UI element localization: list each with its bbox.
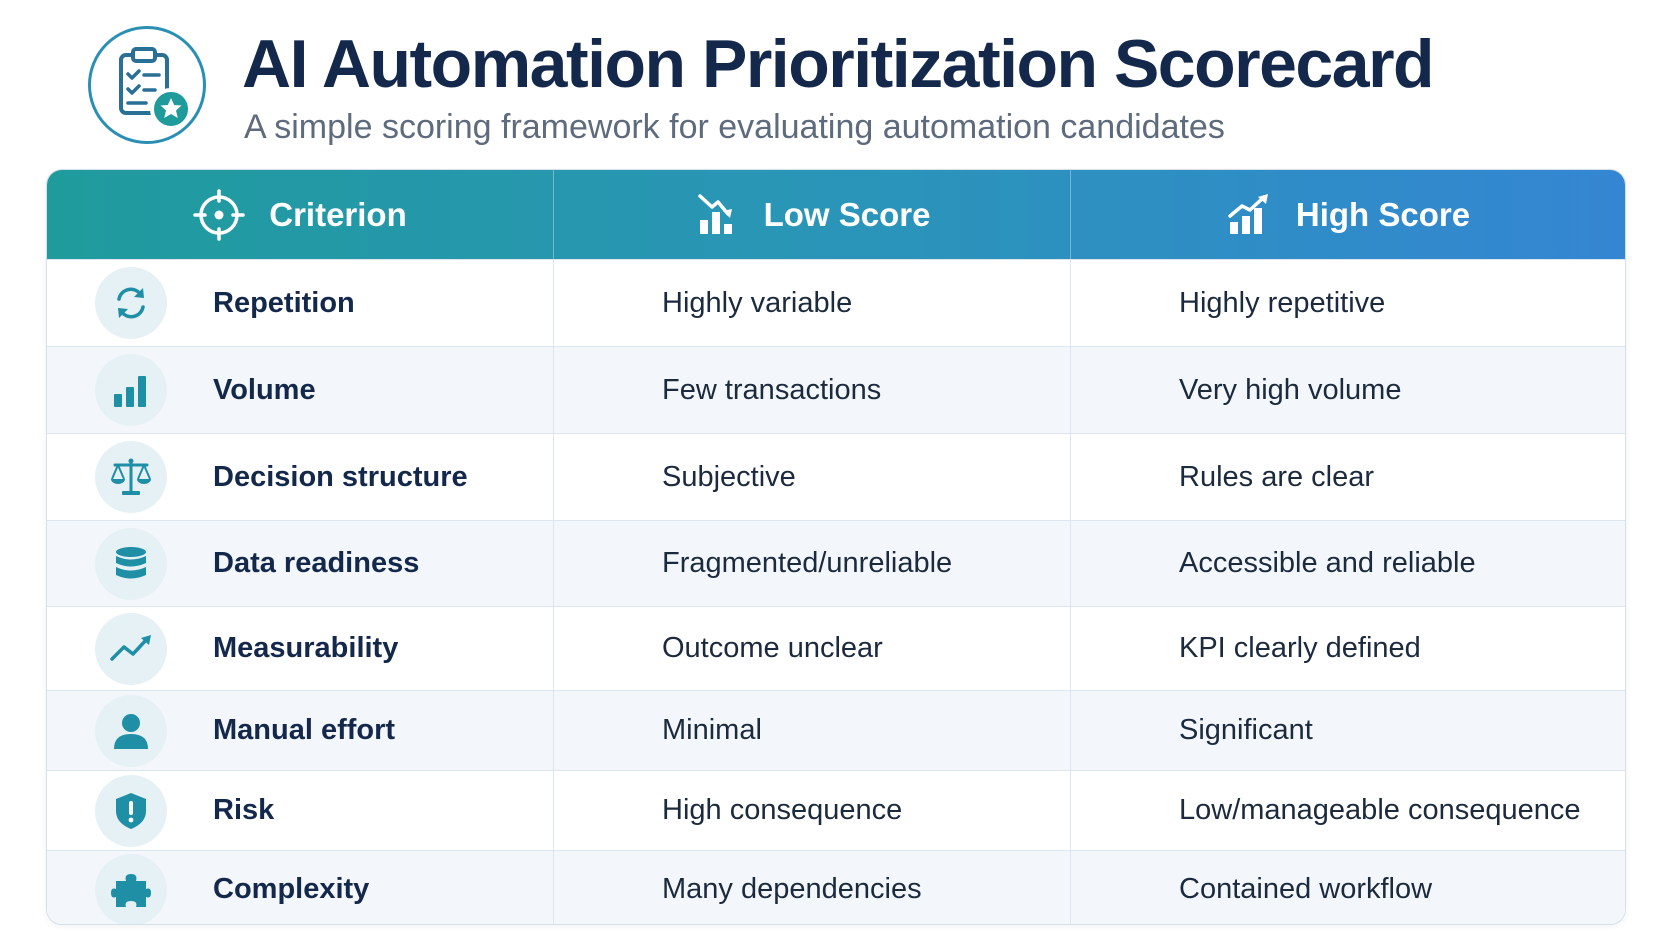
shield-alert-icon [95,774,167,847]
criterion-cell: Complexity [47,851,553,924]
person-icon [95,694,167,767]
table-row: Data readiness Fragmented/unreliable Acc… [47,520,1625,606]
table-row: Decision structure Subjective Rules are … [47,433,1625,520]
criterion-label: Repetition [213,286,355,319]
low-score-cell: Highly variable [553,260,1070,346]
target-icon [193,188,245,241]
column-header-low-score: Low Score [553,170,1070,259]
criterion-label: Risk [213,794,275,826]
page-title: AI Automation Prioritization Scorecard [242,26,1435,102]
high-score-cell: Rules are clear [1070,434,1625,520]
table-row: Repetition Highly variable Highly repeti… [47,259,1625,346]
column-header-high-score: High Score [1070,170,1625,259]
criterion-label: Decision structure [213,460,468,493]
table-row: Measurability Outcome unclear KPI clearl… [47,606,1625,690]
table-row: Risk High consequence Low/manageable con… [47,770,1625,850]
low-score-cell: Many dependencies [553,851,1070,924]
refresh-icon [95,267,167,339]
clipboard-star-icon [88,26,206,144]
criterion-cell: Decision structure [47,434,553,520]
high-score-cell: Low/manageable consequence [1070,771,1625,850]
scale-icon [95,441,167,513]
criterion-cell: Volume [47,347,553,433]
criterion-cell: Manual effort [47,691,553,770]
criterion-cell: Data readiness [47,521,553,606]
bar-chart-icon [95,354,167,426]
low-score-cell: Fragmented/unreliable [553,521,1070,606]
trend-up-icon [95,612,167,685]
criterion-label: Complexity [213,873,370,905]
high-score-cell: Contained workflow [1070,851,1625,924]
low-score-cell: Subjective [553,434,1070,520]
chart-down-icon [694,192,740,238]
low-score-cell: High consequence [553,771,1070,850]
criterion-cell: Repetition [47,260,553,346]
table-header-row: Criterion Low Score [47,170,1625,259]
criterion-label: Manual effort [213,714,396,746]
criterion-label: Volume [213,373,316,406]
high-score-cell: Very high volume [1070,347,1625,433]
criterion-label: Measurability [213,632,399,664]
puzzle-icon [95,853,167,924]
page-subtitle: A simple scoring framework for evaluatin… [244,108,1225,146]
chart-up-icon [1226,192,1272,238]
scorecard-table: Criterion Low Score [46,169,1626,925]
table-row: Manual effort Minimal Significant [47,690,1625,770]
low-score-cell: Outcome unclear [553,607,1070,690]
high-score-cell: Highly repetitive [1070,260,1625,346]
high-score-cell: Significant [1070,691,1625,770]
column-header-label: Criterion [269,195,407,233]
criterion-cell: Measurability [47,607,553,690]
high-score-cell: Accessible and reliable [1070,521,1625,606]
column-header-label: Low Score [763,195,931,233]
low-score-cell: Few transactions [553,347,1070,433]
low-score-cell: Minimal [553,691,1070,770]
column-header-criterion: Criterion [47,170,553,259]
high-score-cell: KPI clearly defined [1070,607,1625,690]
criterion-label: Data readiness [213,547,420,579]
database-icon [95,527,167,600]
column-header-label: High Score [1295,195,1471,233]
page-header: AI Automation Prioritization Scorecard A… [0,0,1672,165]
criterion-cell: Risk [47,771,553,850]
table-row: Volume Few transactions Very high volume [47,346,1625,433]
table-row: Complexity Many dependencies Contained w… [47,850,1625,924]
